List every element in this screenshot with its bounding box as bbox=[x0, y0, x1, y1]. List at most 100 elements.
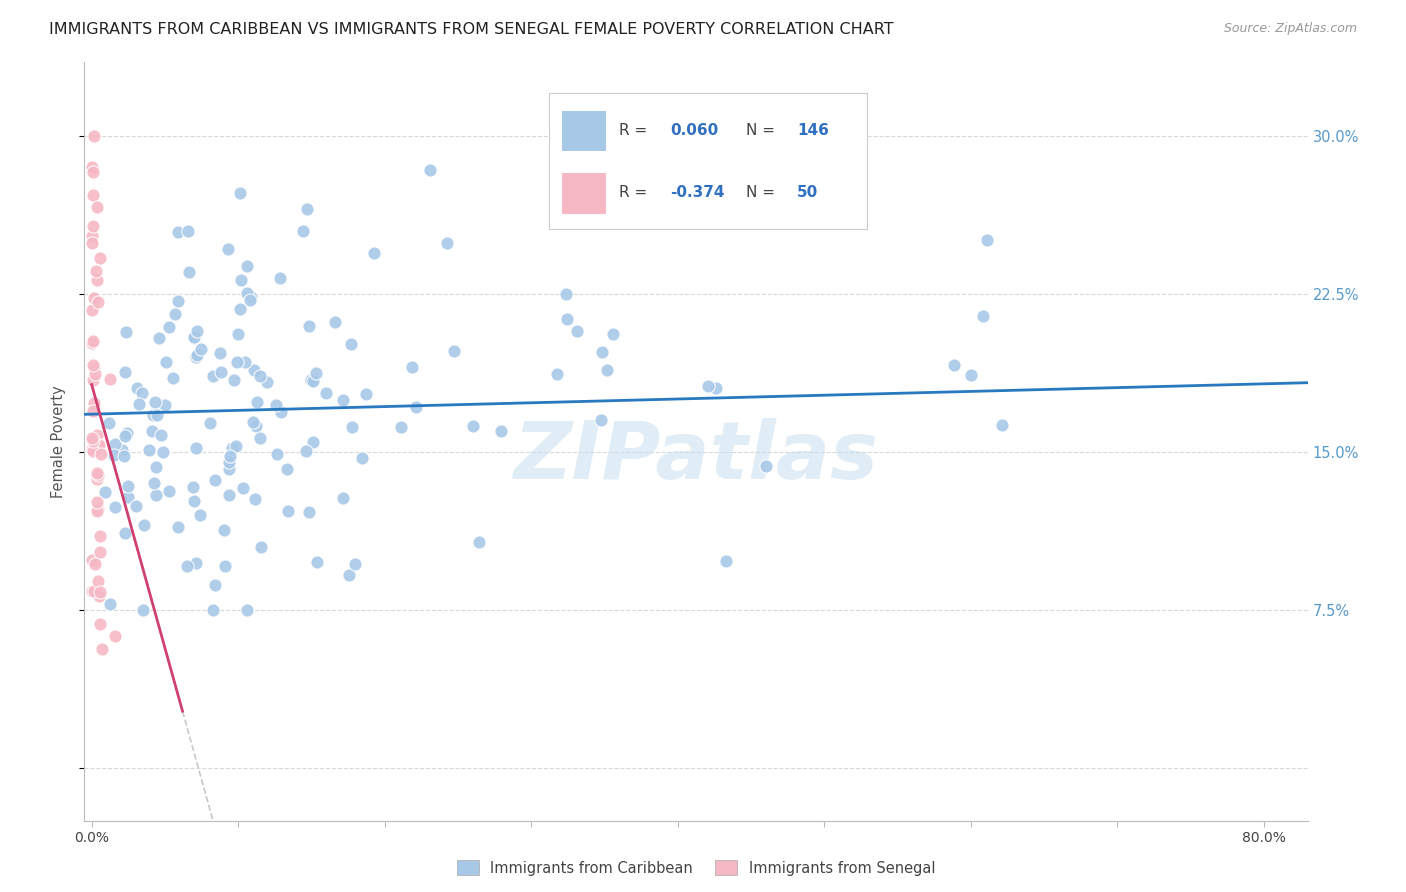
Point bbox=[104, 500, 127, 514]
Point bbox=[82, 553, 104, 567]
Point bbox=[89, 589, 111, 603]
Point bbox=[83, 291, 105, 305]
Point bbox=[150, 428, 173, 442]
Point bbox=[229, 302, 252, 317]
Point bbox=[236, 286, 259, 301]
Point bbox=[305, 366, 328, 380]
Point bbox=[134, 517, 156, 532]
Point bbox=[976, 233, 998, 247]
Point bbox=[89, 529, 111, 543]
Point bbox=[138, 442, 160, 457]
Point bbox=[250, 540, 273, 554]
Point bbox=[716, 554, 738, 568]
Point bbox=[596, 363, 619, 377]
Point bbox=[242, 415, 264, 429]
Point bbox=[298, 505, 321, 519]
Point bbox=[943, 358, 966, 372]
Point bbox=[145, 488, 167, 502]
Point bbox=[87, 294, 110, 309]
Point bbox=[204, 578, 226, 592]
Point bbox=[87, 437, 110, 451]
Point bbox=[176, 559, 198, 574]
Point bbox=[405, 401, 427, 415]
Point bbox=[246, 395, 269, 409]
Point bbox=[114, 365, 136, 379]
Point bbox=[117, 479, 139, 493]
Point bbox=[145, 460, 167, 475]
Legend: Immigrants from Caribbean, Immigrants from Senegal: Immigrants from Caribbean, Immigrants fr… bbox=[451, 855, 941, 881]
Point bbox=[83, 361, 105, 376]
Point bbox=[298, 319, 321, 334]
Point bbox=[264, 397, 287, 411]
Point bbox=[152, 444, 174, 458]
Y-axis label: Female Poverty: Female Poverty bbox=[51, 385, 66, 498]
Point bbox=[157, 320, 180, 334]
Point bbox=[266, 448, 288, 462]
Point bbox=[162, 371, 184, 385]
Point bbox=[82, 442, 104, 456]
Point bbox=[141, 424, 163, 438]
Point bbox=[225, 439, 247, 453]
Point bbox=[218, 462, 240, 476]
Point bbox=[305, 555, 328, 569]
Point bbox=[82, 443, 104, 458]
Point bbox=[181, 480, 204, 494]
Point bbox=[91, 642, 114, 657]
Point bbox=[82, 235, 104, 250]
Point bbox=[83, 557, 105, 571]
Point bbox=[131, 386, 153, 401]
Point bbox=[315, 385, 337, 400]
Point bbox=[297, 202, 319, 216]
Point bbox=[82, 434, 104, 448]
Point bbox=[960, 368, 983, 382]
Point bbox=[233, 355, 256, 369]
Point bbox=[86, 472, 108, 486]
Point bbox=[218, 488, 240, 502]
Point bbox=[115, 425, 138, 440]
Point bbox=[204, 473, 226, 487]
Point bbox=[82, 228, 104, 243]
Point bbox=[82, 160, 104, 174]
Point bbox=[602, 327, 624, 342]
Point bbox=[94, 484, 117, 499]
Point bbox=[89, 616, 111, 631]
Point bbox=[82, 434, 104, 448]
Point bbox=[82, 358, 104, 372]
Point bbox=[184, 351, 207, 365]
Point bbox=[343, 557, 366, 571]
Point bbox=[89, 584, 111, 599]
Point bbox=[98, 597, 121, 611]
Point bbox=[82, 219, 104, 233]
Point bbox=[111, 442, 134, 457]
Point bbox=[104, 437, 127, 451]
Point bbox=[177, 224, 200, 238]
Point bbox=[243, 492, 266, 507]
Point bbox=[209, 365, 232, 379]
Point bbox=[190, 342, 212, 356]
Point bbox=[463, 419, 485, 434]
Point bbox=[131, 603, 153, 617]
Point bbox=[155, 355, 177, 369]
Point bbox=[591, 413, 613, 427]
Point bbox=[221, 442, 243, 456]
Point bbox=[214, 558, 236, 573]
Point bbox=[226, 355, 249, 369]
Point bbox=[87, 468, 110, 483]
Point bbox=[86, 467, 108, 481]
Point bbox=[256, 376, 278, 390]
Point bbox=[186, 324, 208, 338]
Point bbox=[249, 431, 271, 445]
Point bbox=[224, 373, 246, 387]
Point bbox=[143, 394, 166, 409]
Point bbox=[82, 303, 104, 318]
Point bbox=[86, 263, 108, 277]
Point bbox=[295, 444, 318, 458]
Point bbox=[117, 490, 139, 504]
Point bbox=[167, 293, 190, 308]
Point bbox=[153, 398, 176, 412]
Point bbox=[249, 368, 271, 383]
Point bbox=[83, 367, 105, 381]
Point bbox=[212, 523, 235, 537]
Point bbox=[436, 236, 458, 251]
Point bbox=[208, 346, 231, 360]
